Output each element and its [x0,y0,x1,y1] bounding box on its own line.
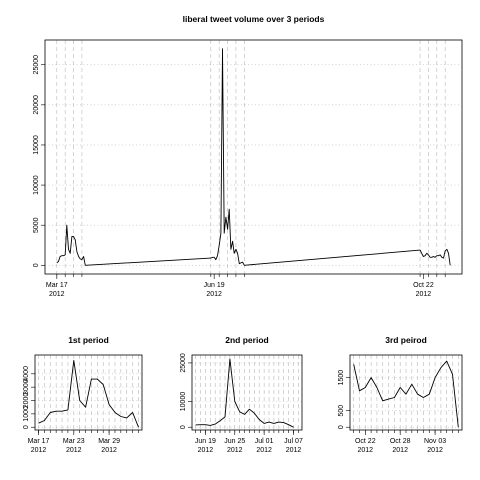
y-tick-label: 10000 [33,175,40,195]
y-tick-label: 0 [338,425,345,429]
x-tick-label: Mar 17 [28,438,50,445]
x-tick-label-year: 2012 [31,447,47,454]
y-tick-label: 15000 [33,135,40,155]
plot-frame [191,354,303,431]
x-tick-label: Jul 01 [255,438,274,445]
chart-p2: 2nd period 0 10000 25000 Jun 19 2012 Jun 25 201… [180,335,303,454]
chart-title: 2nd period [225,335,268,345]
x-tick-label-year: 2012 [49,291,65,298]
x-tick-label-year: 2012 [416,291,432,298]
y-tick-label: 0 [180,425,187,429]
y-tick-label: 2000 [23,393,30,409]
x-tick-label: Jun 25 [224,438,245,445]
y-tick-label: 0 [23,425,30,429]
series-line [195,358,294,428]
y-tick-label: 1500 [338,370,345,386]
y-tick-label: 25000 [33,55,40,75]
x-tick-label-year: 2012 [66,447,82,454]
x-tick-label: Jun 19 [204,282,225,289]
x-tick-label-year: 2012 [206,291,222,298]
series-line [353,360,459,428]
x-tick-label-year: 2012 [286,447,302,454]
plot-frame [34,354,143,431]
y-tick-label: 25000 [180,353,187,373]
series-line [38,359,139,428]
chart-main: liberal tweet volume over 3 periods 0 5000… [33,14,463,298]
x-tick-label-year: 2012 [101,447,117,454]
y-tick-label: 5000 [33,217,40,233]
plot-frame [44,39,463,275]
x-tick-label: Mar 17 [46,282,68,289]
y-tick-label: 20000 [33,95,40,115]
x-tick-label: Oct 22 [355,438,376,445]
series-line [56,48,451,266]
x-tick-label-year: 2012 [392,447,408,454]
chart-title: liberal tweet volume over 3 periods [183,14,325,24]
x-tick-label-year: 2012 [256,447,272,454]
chart-p3: 3rd peirod 0 500 1500 Oct 22 2012 Oct 28 2012 No… [338,335,463,454]
chart-title: 3rd peirod [385,335,427,345]
x-tick-label: Jul 07 [284,438,303,445]
x-tick-label: Oct 22 [413,282,434,289]
y-tick-label: 500 [338,405,345,417]
x-tick-label: Mar 29 [98,438,120,445]
x-tick-label: Oct 28 [390,438,411,445]
x-tick-label: Jun 19 [195,438,216,445]
chart-title: 1st period [68,335,109,345]
x-tick-label: Mar 23 [63,438,85,445]
x-tick-label-year: 2012 [227,447,243,454]
x-tick-label-year: 2012 [358,447,374,454]
y-tick-label: 10000 [180,392,187,412]
y-tick-label: 1000 [23,406,30,422]
x-tick-label-year: 2012 [198,447,214,454]
y-tick-label: 4000 [23,366,30,382]
y-tick-label: 0 [33,263,40,267]
x-tick-label-year: 2012 [427,447,443,454]
y-tick-label: 3000 [23,379,30,395]
x-tick-label: Nov 03 [424,438,446,445]
